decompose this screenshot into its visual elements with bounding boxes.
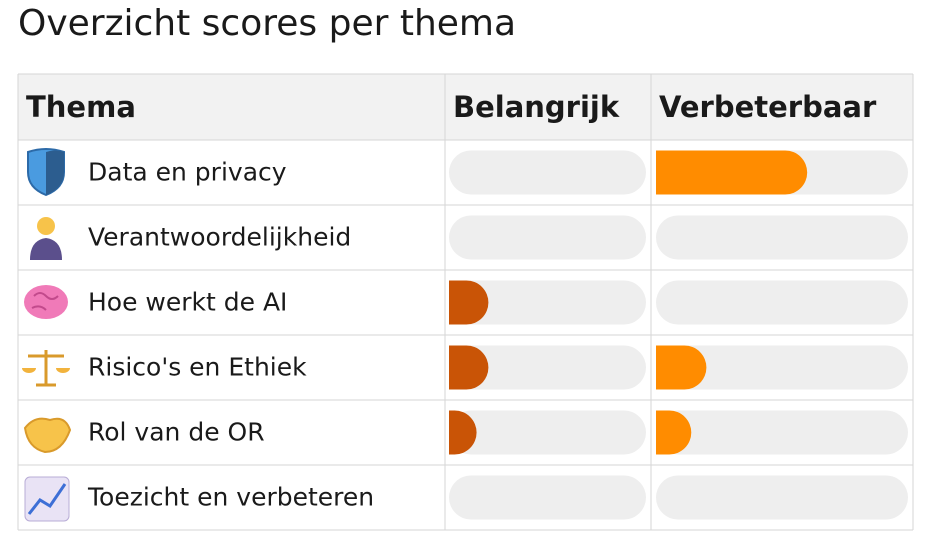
column-header: Belangrijk: [453, 90, 620, 124]
row-label: Rol van de OR: [88, 418, 265, 447]
chart-icon: [24, 476, 70, 522]
bar-track: [449, 215, 646, 260]
icons: [22, 148, 72, 522]
person-icon-body: [30, 238, 62, 260]
row-label: Data en privacy: [88, 158, 287, 187]
brain-icon-lines: [31, 292, 59, 311]
scales-icon-pans: [22, 368, 70, 373]
bar-track: [449, 280, 646, 325]
bar-track: [656, 345, 908, 390]
bar-track: [656, 475, 908, 520]
score-bar: [449, 280, 489, 325]
bar-track: [449, 345, 646, 390]
page-title: Overzicht scores per thema: [18, 3, 516, 44]
bar-track: [449, 475, 646, 520]
shield-icon-half: [46, 150, 64, 195]
row-label: Verantwoordelijkheid: [88, 223, 351, 252]
row-label: Hoe werkt de AI: [88, 288, 287, 317]
score-bar: [656, 345, 707, 390]
score-bar: [449, 345, 489, 390]
score-bar: [656, 410, 692, 455]
header-bg: [18, 74, 913, 140]
column-header: Verbeterbaar: [659, 90, 877, 124]
bar-track: [449, 410, 646, 455]
scales-icon: [28, 350, 64, 387]
chart-icon-line: [27, 483, 67, 515]
bar-track: [449, 150, 646, 195]
column-header: Thema: [26, 90, 136, 124]
table: Thema Belangrijk Verbeterbaar Data en priva…: [17, 73, 914, 531]
row-label: Risico's en Ethiek: [88, 353, 307, 382]
handshake-icon: [23, 417, 72, 454]
row-label: Toezicht en verbeteren: [87, 483, 374, 512]
bar-track: [656, 410, 908, 455]
person-icon-head: [37, 217, 55, 235]
brain-icon: [24, 285, 68, 319]
bar-track: [656, 280, 908, 325]
score-bar: [449, 410, 477, 455]
bar-track: [656, 215, 908, 260]
score-bar: [656, 150, 808, 195]
